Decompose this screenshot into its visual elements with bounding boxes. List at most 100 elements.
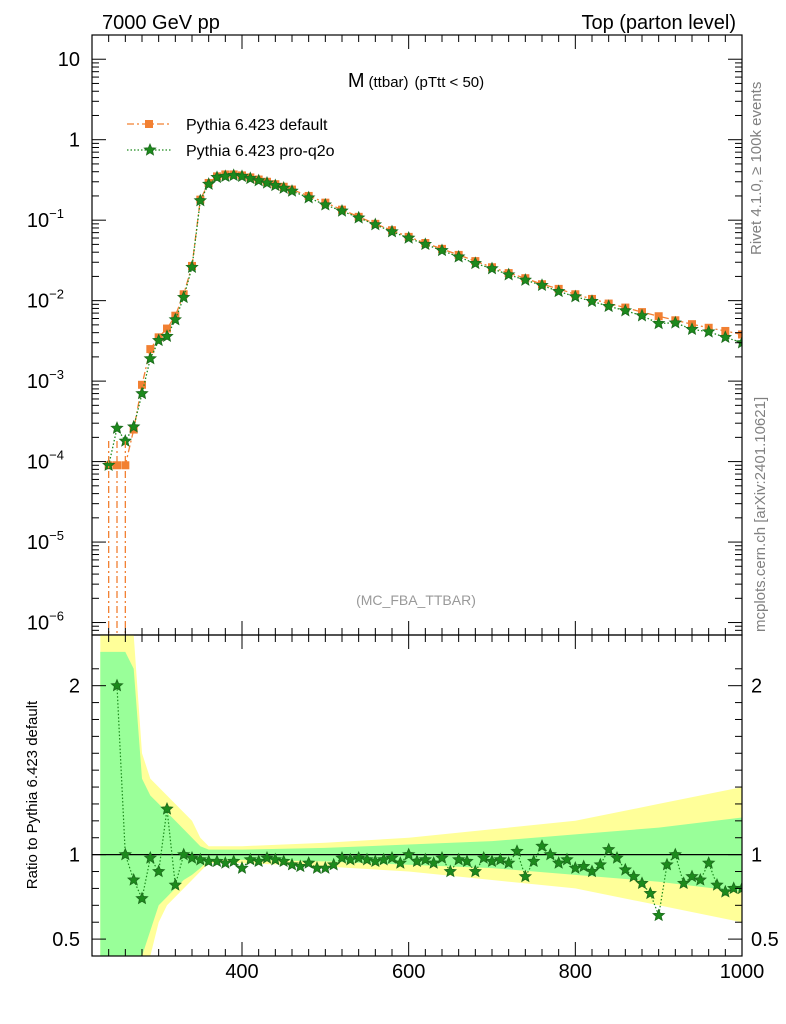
ratio-point-proq2o xyxy=(243,852,257,866)
point-proq2o xyxy=(185,260,199,273)
ratio-point-proq2o xyxy=(302,856,316,869)
point-proq2o xyxy=(260,175,274,189)
point-proq2o xyxy=(485,261,499,275)
ratio-point-proq2o xyxy=(618,862,632,876)
ratio-point-proq2o xyxy=(443,864,457,878)
ratio-point-proq2o xyxy=(293,859,307,873)
point-proq2o xyxy=(402,230,416,244)
rivet-label: Rivet 4.1.0, ≥ 100k events xyxy=(748,82,765,255)
ratio-point-proq2o xyxy=(385,850,399,864)
point-proq2o xyxy=(335,203,349,217)
ratio-panel: 0.5 0.5 1 1 2 2 400 600 800 1000 Ratio to Pythia … xyxy=(24,634,779,983)
point-proq2o xyxy=(268,178,282,192)
point-proq2o xyxy=(202,177,216,190)
main-title: M (ttbar) (pTtt < 50) xyxy=(348,70,484,92)
main-ytick-exp: −3 xyxy=(49,367,64,382)
ratio-point-proq2o xyxy=(252,854,266,868)
ratio-point-proq2o xyxy=(185,850,199,864)
ratio-point-proq2o xyxy=(602,842,616,856)
ratio-point-proq2o xyxy=(560,852,574,866)
point-proq2o xyxy=(718,330,732,344)
ratio-bands-layer xyxy=(92,635,742,956)
ratio-point-proq2o xyxy=(710,877,724,891)
ratio-point-proq2o xyxy=(260,850,274,864)
point-proq2o xyxy=(652,316,666,330)
point-proq2o xyxy=(602,299,616,313)
ratio-point-proq2o xyxy=(660,857,674,871)
main-ytick-base: 10 xyxy=(27,613,49,635)
point-proq2o xyxy=(618,303,632,317)
ratio-point-proq2o xyxy=(543,847,557,861)
ratio-point-proq2o xyxy=(452,852,466,866)
point-proq2o xyxy=(235,169,249,183)
ratio-point-proq2o xyxy=(643,886,657,900)
ratio-axis-ticks: 0.5 0.5 1 1 2 2 400 600 800 1000 xyxy=(52,635,779,983)
ratio-point-proq2o xyxy=(143,850,157,864)
ratio-point-proq2o xyxy=(527,854,541,868)
ratio-point-proq2o xyxy=(518,869,532,883)
ratio-point-proq2o xyxy=(677,876,691,890)
point-proq2o xyxy=(302,190,316,204)
point-proq2o xyxy=(635,308,649,322)
header-right: Top (parton level) xyxy=(581,12,736,34)
main-ytick-label: 1 xyxy=(69,130,80,152)
series-line-default xyxy=(108,173,742,466)
ratio-point-proq2o xyxy=(318,861,332,874)
main-ytick-label: 10−5 xyxy=(27,528,64,554)
ratio-point-proq2o xyxy=(110,678,124,692)
point-proq2o xyxy=(702,324,716,338)
ratio-point-proq2o xyxy=(177,847,191,861)
point-proq2o xyxy=(285,184,299,197)
ratio-ytick-label: 1 xyxy=(69,845,80,867)
ratio-ytick-label: 2 xyxy=(69,676,80,698)
xtick-label: 800 xyxy=(559,961,592,983)
legend-label-default: Pythia 6.423 default xyxy=(186,117,328,134)
ratio-ytick-label-right: 2 xyxy=(751,676,762,698)
main-ytick-label: 10 xyxy=(58,49,80,71)
point-default xyxy=(121,461,130,470)
watermark: (MC_FBA_TTBAR) xyxy=(356,592,476,608)
ratio-point-proq2o xyxy=(402,847,416,861)
ratio-point-proq2o xyxy=(668,847,682,861)
series-line-proq2o xyxy=(108,174,742,466)
point-proq2o xyxy=(143,351,157,365)
point-proq2o xyxy=(535,278,549,292)
ratio-band-green xyxy=(100,651,742,956)
ratio-point-proq2o xyxy=(160,801,174,815)
main-ytick-label: 10−3 xyxy=(27,367,64,393)
title-cut: (pTtt < 50) xyxy=(415,74,485,91)
ratio-point-proq2o xyxy=(427,856,441,869)
ratio-frame xyxy=(91,634,743,957)
legend-label-proq2o: Pythia 6.423 pro-q2o xyxy=(186,143,335,160)
point-proq2o xyxy=(518,273,532,286)
point-proq2o xyxy=(110,421,124,434)
legend: Pythia 6.423 default Pythia 6.423 pro-q2… xyxy=(127,117,335,160)
ratio-point-proq2o xyxy=(635,876,649,890)
point-proq2o xyxy=(352,210,366,224)
main-ytick-base: 10 xyxy=(27,452,49,474)
ratio-point-proq2o xyxy=(510,844,524,857)
ratio-point-proq2o xyxy=(477,850,491,864)
main-ytick-label: 10−1 xyxy=(27,206,64,232)
ratio-ytick-label-right: 1 xyxy=(751,845,762,867)
ratio-point-proq2o xyxy=(652,908,666,922)
ratio-ylabel: Ratio to Pythia 6.423 default xyxy=(24,700,41,889)
ratio-point-proq2o xyxy=(418,852,432,866)
point-proq2o xyxy=(252,173,266,187)
ratio-point-proq2o xyxy=(127,872,141,886)
point-proq2o xyxy=(277,181,291,194)
header-left: 7000 GeV pp xyxy=(102,12,220,34)
point-proq2o xyxy=(552,284,566,298)
point-proq2o xyxy=(318,197,332,211)
ratio-point-proq2o xyxy=(577,859,591,873)
main-ytick-base: 10 xyxy=(27,291,49,313)
ratio-point-proq2o xyxy=(702,856,716,869)
ratio-point-proq2o xyxy=(152,864,166,878)
main-ytick-base: 10 xyxy=(27,371,49,393)
xtick-label: 1000 xyxy=(720,961,765,983)
point-default xyxy=(113,461,121,470)
point-proq2o xyxy=(502,267,516,281)
ratio-point-proq2o xyxy=(735,881,742,895)
legend-entry-default: Pythia 6.423 default xyxy=(127,117,328,134)
